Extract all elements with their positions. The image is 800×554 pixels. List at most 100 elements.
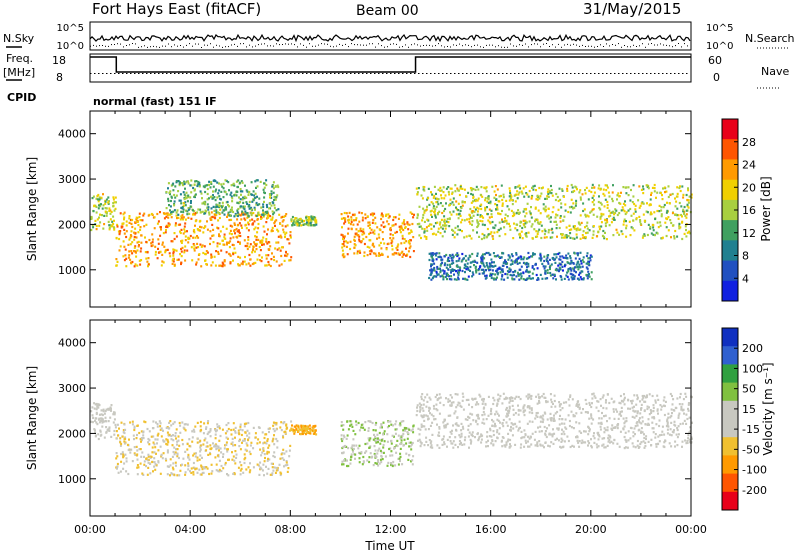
power-point xyxy=(443,215,446,218)
power-point xyxy=(569,232,572,235)
power-point xyxy=(204,184,207,187)
power-point xyxy=(295,217,298,220)
velocity-point xyxy=(349,462,352,465)
velocity-point xyxy=(300,424,303,427)
velocity-point xyxy=(212,442,214,445)
power-point xyxy=(131,218,134,222)
power-point xyxy=(620,191,622,194)
power-point xyxy=(262,236,265,239)
power-point xyxy=(575,263,578,266)
velocity-point xyxy=(284,432,287,435)
power-point xyxy=(208,180,211,183)
power-point xyxy=(559,263,562,266)
power-point xyxy=(516,229,519,232)
power-point xyxy=(543,208,546,211)
power-point xyxy=(574,257,577,260)
velocity-point xyxy=(283,465,285,468)
power-point xyxy=(600,212,603,215)
power-point xyxy=(461,269,464,273)
velocity-point xyxy=(644,396,647,399)
power-point xyxy=(449,263,451,266)
power-point xyxy=(451,191,454,194)
velocity-point xyxy=(162,440,165,443)
velocity-point xyxy=(248,436,251,439)
velocity-point xyxy=(480,433,483,436)
velocity-point xyxy=(284,464,287,467)
velocity-point xyxy=(294,425,297,428)
velocity-point xyxy=(627,407,629,410)
power-point xyxy=(666,217,669,221)
power-point xyxy=(449,187,452,190)
power-point xyxy=(236,211,239,214)
power-point xyxy=(544,205,547,208)
power-point xyxy=(539,255,542,258)
velocity-point xyxy=(430,413,433,416)
nsearch-point xyxy=(534,43,535,45)
power-point xyxy=(642,234,645,237)
velocity-point xyxy=(303,429,306,432)
power-point xyxy=(674,197,676,200)
power-point xyxy=(573,225,576,228)
power-point xyxy=(530,206,532,209)
power-point xyxy=(486,196,489,199)
velocity-point xyxy=(389,420,392,423)
power-point xyxy=(449,198,452,201)
velocity-point xyxy=(549,433,552,436)
power-point xyxy=(549,191,552,194)
power-colorbar-tick-label: 4 xyxy=(742,272,749,285)
power-point xyxy=(263,196,266,199)
power-colorbar-tick-label: 24 xyxy=(742,159,756,172)
velocity-point xyxy=(127,448,130,452)
velocity-point xyxy=(618,401,621,404)
power-point xyxy=(98,216,100,219)
power-point xyxy=(181,182,183,185)
velocity-point xyxy=(438,426,441,429)
velocity-point xyxy=(237,429,240,432)
power-point xyxy=(592,208,595,211)
power-point xyxy=(183,251,186,254)
velocity-point xyxy=(383,430,386,433)
power-point xyxy=(247,223,250,226)
velocity-point xyxy=(147,466,150,469)
power-point xyxy=(197,228,200,231)
power-point xyxy=(536,278,539,281)
velocity-point xyxy=(241,441,243,444)
power-point xyxy=(593,199,595,202)
power-point xyxy=(370,249,373,252)
power-point xyxy=(182,208,185,211)
velocity-point xyxy=(552,402,554,405)
power-point xyxy=(418,205,421,208)
velocity-point xyxy=(249,452,252,456)
power-point xyxy=(514,186,517,189)
power-point xyxy=(346,241,349,244)
power-point xyxy=(243,195,246,198)
velocity-point xyxy=(362,426,365,429)
power-point xyxy=(481,258,484,261)
velocity-point xyxy=(273,451,276,454)
power-point xyxy=(509,270,512,273)
power-point xyxy=(647,223,650,226)
power-point xyxy=(554,268,557,271)
velocity-point xyxy=(227,427,230,431)
power-point xyxy=(243,260,246,263)
nsearch-point xyxy=(594,46,595,48)
velocity-point xyxy=(648,406,650,409)
power-point xyxy=(515,253,518,256)
power-point xyxy=(265,238,268,241)
power-point xyxy=(482,272,485,275)
velocity-point xyxy=(374,429,377,432)
velocity-point xyxy=(275,428,278,431)
power-point xyxy=(369,252,372,256)
velocity-point xyxy=(444,426,447,429)
station-title: Fort Hays East (fitACF) xyxy=(92,0,261,18)
power-point xyxy=(344,217,347,220)
power-point xyxy=(559,275,562,278)
velocity-point xyxy=(190,467,193,470)
velocity-point xyxy=(192,454,195,457)
power-point xyxy=(519,273,521,276)
power-point xyxy=(508,199,511,202)
power-point xyxy=(528,210,531,213)
velocity-point xyxy=(272,469,275,472)
velocity-point xyxy=(387,420,390,423)
power-point xyxy=(686,231,689,234)
